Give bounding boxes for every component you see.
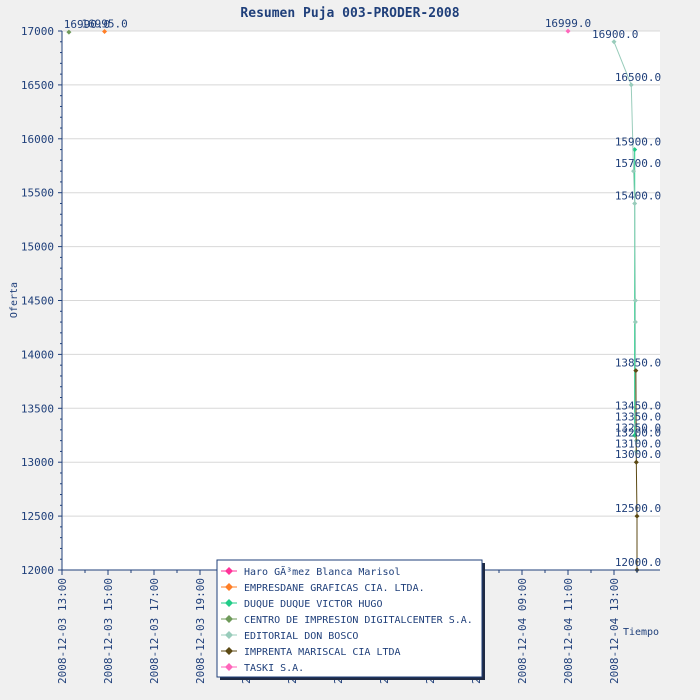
data-point: [632, 298, 638, 303]
legend-label: TASKI S.A.: [244, 663, 304, 674]
legend-item: CENTRO DE IMPRESION DIGITALCENTER S.A.: [221, 615, 473, 626]
data-label: 12500.0: [615, 502, 661, 515]
legend-item: TASKI S.A.: [221, 663, 304, 674]
data-label: 15400.0: [615, 189, 661, 202]
data-point: [633, 368, 639, 374]
legend-label: IMPRENTA MARISCAL CIA LTDA: [244, 647, 401, 658]
legend-box: [216, 559, 483, 678]
data-point: [102, 29, 108, 35]
series-1: [102, 29, 108, 35]
data-label: 16900.0: [592, 28, 638, 41]
y-tick-labels: 12000 12500 13000 13500 14000 14500 15000 15500…: [21, 25, 54, 577]
data-point: [634, 513, 640, 519]
series-3: [66, 29, 72, 35]
x-tick-label: 2008-12-03 15:00: [102, 578, 115, 684]
y-tick-label: 14000: [21, 348, 54, 361]
data-point: [633, 459, 639, 465]
data-label: 16995.0: [81, 18, 127, 31]
series-layer: [66, 28, 640, 573]
series-6: [565, 28, 571, 34]
data-label: 13000.0: [615, 448, 661, 461]
data-label: 16990.0: [64, 18, 110, 31]
y-tick-label: 13000: [21, 456, 54, 469]
y-tick-label: 16000: [21, 133, 54, 146]
data-point: [66, 29, 72, 35]
legend-label: EDITORIAL DON BOSCO: [244, 631, 358, 642]
legend-item: Haro GÃ³mez Blanca Marisol: [221, 565, 401, 578]
legend-label: Haro GÃ³mez Blanca Marisol: [244, 565, 401, 578]
series-5: [633, 368, 640, 573]
data-label: 16999.0: [545, 17, 591, 30]
y-axis-label: Oferta: [9, 282, 20, 318]
y-tick-label: 15000: [21, 241, 54, 254]
legend-item: IMPRENTA MARISCAL CIA LTDA: [221, 647, 401, 658]
x-tick-label: 2008-12-04 11:00: [562, 578, 575, 684]
legend-item: DUQUE DUQUE VICTOR HUGO: [221, 599, 382, 610]
legend-label: EMPRESDANE GRAFICAS CIA. LTDA.: [244, 583, 425, 594]
legend-label: CENTRO DE IMPRESION DIGITALCENTER S.A.: [244, 615, 473, 626]
data-point: [611, 39, 617, 45]
legend-marker: [225, 599, 233, 607]
data-label: 15900.0: [615, 136, 661, 149]
x-tick-label: 2008-12-04 09:00: [516, 578, 529, 684]
data-point: [631, 168, 637, 174]
y-tick-label: 13500: [21, 402, 54, 415]
series-line: [635, 370, 638, 570]
grid-lines: [62, 30, 660, 571]
data-label: 13850.0: [615, 357, 661, 370]
y-tick-label: 12500: [21, 510, 54, 523]
data-label: 13200.0: [615, 427, 661, 440]
x-tick-label: 2008-12-03 19:00: [194, 578, 207, 684]
data-point: [565, 28, 571, 34]
data-label: 12000.0: [615, 556, 661, 569]
data-point: [632, 200, 638, 206]
data-label: 13250.0: [615, 421, 661, 434]
data-point: [632, 319, 638, 325]
legend-item: EMPRESDANE GRAFICAS CIA. LTDA.: [221, 583, 425, 594]
legend-label: DUQUE DUQUE VICTOR HUGO: [244, 599, 382, 610]
x-tick-label: 2008-12-04 13:00: [608, 578, 621, 684]
data-label: 13450.0: [615, 400, 661, 413]
y-tick-label: 14500: [21, 295, 54, 308]
y-tick-label: 16500: [21, 79, 54, 92]
y-tick-label: 12000: [21, 564, 54, 577]
x-tick-label: 2008-12-03 13:00: [56, 578, 69, 684]
legend-items: Haro GÃ³mez Blanca Marisol EMPRESDANE GRA…: [221, 565, 473, 674]
chart-title: Resumen Puja 003-PRODER-2008: [240, 6, 459, 21]
legend-marker: [225, 567, 233, 575]
x-tick-label: 2008-12-03 17:00: [148, 578, 161, 684]
legend-marker: [225, 615, 233, 623]
y-tick-label: 15500: [21, 187, 54, 200]
data-label: 15700.0: [615, 157, 661, 170]
legend: Haro GÃ³mez Blanca Marisol EMPRESDANE GRA…: [216, 559, 485, 680]
y-tick-label: 17000: [21, 25, 54, 38]
x-axis-label: Tiempo: [623, 627, 659, 638]
data-point: [628, 82, 634, 88]
data-label: 16500.0: [615, 71, 661, 84]
data-label: 13350.0: [615, 410, 661, 423]
data-label: 13100.0: [615, 437, 661, 450]
legend-marker: [225, 663, 233, 671]
legend-marker: [225, 647, 233, 655]
legend-item: EDITORIAL DON BOSCO: [221, 631, 358, 642]
legend-marker: [225, 583, 233, 591]
legend-marker: [225, 631, 233, 639]
